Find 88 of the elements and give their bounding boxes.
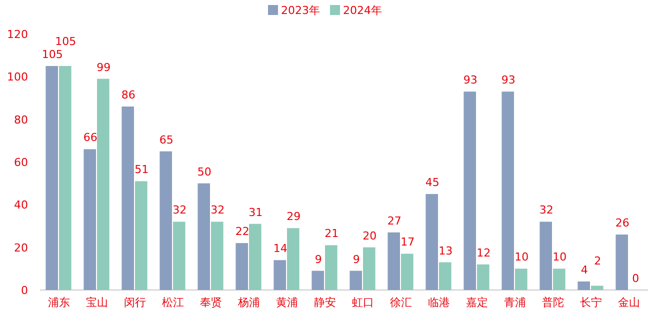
data-label: 10 (514, 250, 529, 264)
data-label: 20 (362, 229, 377, 242)
y-tick-label: 80 (14, 113, 28, 126)
x-tick-label: 青浦 (504, 296, 526, 309)
bar (540, 222, 552, 290)
x-tick-label: 金山 (618, 296, 640, 309)
bar (84, 149, 96, 290)
x-tick-label: 闵行 (124, 296, 146, 309)
data-label: 22 (235, 225, 250, 238)
bar (312, 270, 324, 290)
bar (464, 92, 476, 290)
data-label: 105 (55, 35, 76, 48)
y-tick-label: 60 (14, 156, 28, 169)
bar (249, 224, 262, 290)
bar (173, 222, 186, 290)
x-tick-label: 浦东 (48, 296, 70, 309)
x-tick-label: 黄浦 (276, 296, 298, 309)
bar (46, 66, 58, 290)
bar (502, 92, 514, 290)
bar (350, 270, 362, 290)
bar (578, 281, 590, 290)
data-label: 65 (159, 133, 174, 146)
x-tick-label: 虹口 (352, 296, 374, 309)
x-tick-label: 临港 (428, 296, 450, 309)
data-label: 31 (248, 206, 263, 219)
data-label: 50 (197, 165, 212, 178)
data-label: 99 (96, 60, 111, 74)
data-label: 12 (476, 246, 491, 260)
data-label: 0 (632, 272, 640, 285)
data-label: 105 (42, 48, 63, 61)
data-label: 9 (314, 252, 322, 266)
data-label: 2 (594, 254, 602, 268)
data-label: 9 (352, 252, 360, 266)
bar (325, 245, 338, 290)
data-label: 86 (121, 88, 136, 102)
data-label: 45 (425, 176, 440, 189)
x-tick-label: 嘉定 (466, 296, 488, 309)
bar (287, 228, 300, 290)
data-label: 29 (286, 210, 301, 224)
bar (515, 268, 528, 290)
data-label: 32 (210, 204, 225, 217)
data-label: 26 (615, 216, 630, 230)
data-label: 10 (552, 250, 567, 264)
data-label: 4 (580, 263, 588, 276)
x-tick-label: 宝山 (86, 296, 108, 309)
bar (616, 234, 628, 290)
bar (97, 78, 110, 290)
bar (236, 243, 248, 290)
bar (274, 260, 286, 290)
bar (160, 151, 172, 290)
bar (198, 183, 210, 290)
x-tick-label: 奉贤 (200, 296, 222, 309)
y-tick-label: 100 (7, 70, 28, 84)
bar (135, 181, 148, 290)
data-label: 17 (400, 236, 415, 249)
x-tick-label: 普陀 (542, 296, 564, 309)
legend-label: 2023年 (281, 4, 320, 17)
x-tick-label: 杨浦 (237, 296, 260, 309)
bar (426, 194, 438, 290)
legend-label: 2024年 (343, 4, 382, 17)
y-tick-label: 20 (14, 241, 28, 254)
bar (477, 264, 490, 290)
data-label: 32 (539, 204, 554, 217)
data-label: 93 (501, 74, 516, 87)
y-tick-label: 120 (7, 28, 28, 41)
x-tick-label: 长宁 (580, 296, 602, 309)
bar (553, 268, 566, 290)
bar (591, 286, 604, 290)
x-tick-label: 松江 (162, 296, 184, 309)
bar (59, 66, 72, 290)
x-tick-label: 徐汇 (390, 296, 412, 309)
data-label: 32 (172, 204, 187, 217)
data-label: 14 (273, 242, 288, 256)
bar (363, 247, 376, 290)
bar (401, 254, 414, 290)
y-tick-label: 40 (14, 198, 28, 212)
data-label: 21 (324, 227, 339, 240)
data-label: 27 (387, 214, 402, 228)
bar (211, 222, 224, 290)
data-label: 13 (438, 244, 453, 258)
bar (439, 262, 452, 290)
data-label: 66 (83, 131, 98, 144)
x-tick-label: 静安 (314, 296, 336, 309)
data-label: 93 (463, 74, 478, 87)
y-tick-label: 0 (21, 284, 28, 297)
bar (122, 106, 134, 290)
bar (388, 232, 400, 290)
data-label: 51 (134, 163, 149, 176)
